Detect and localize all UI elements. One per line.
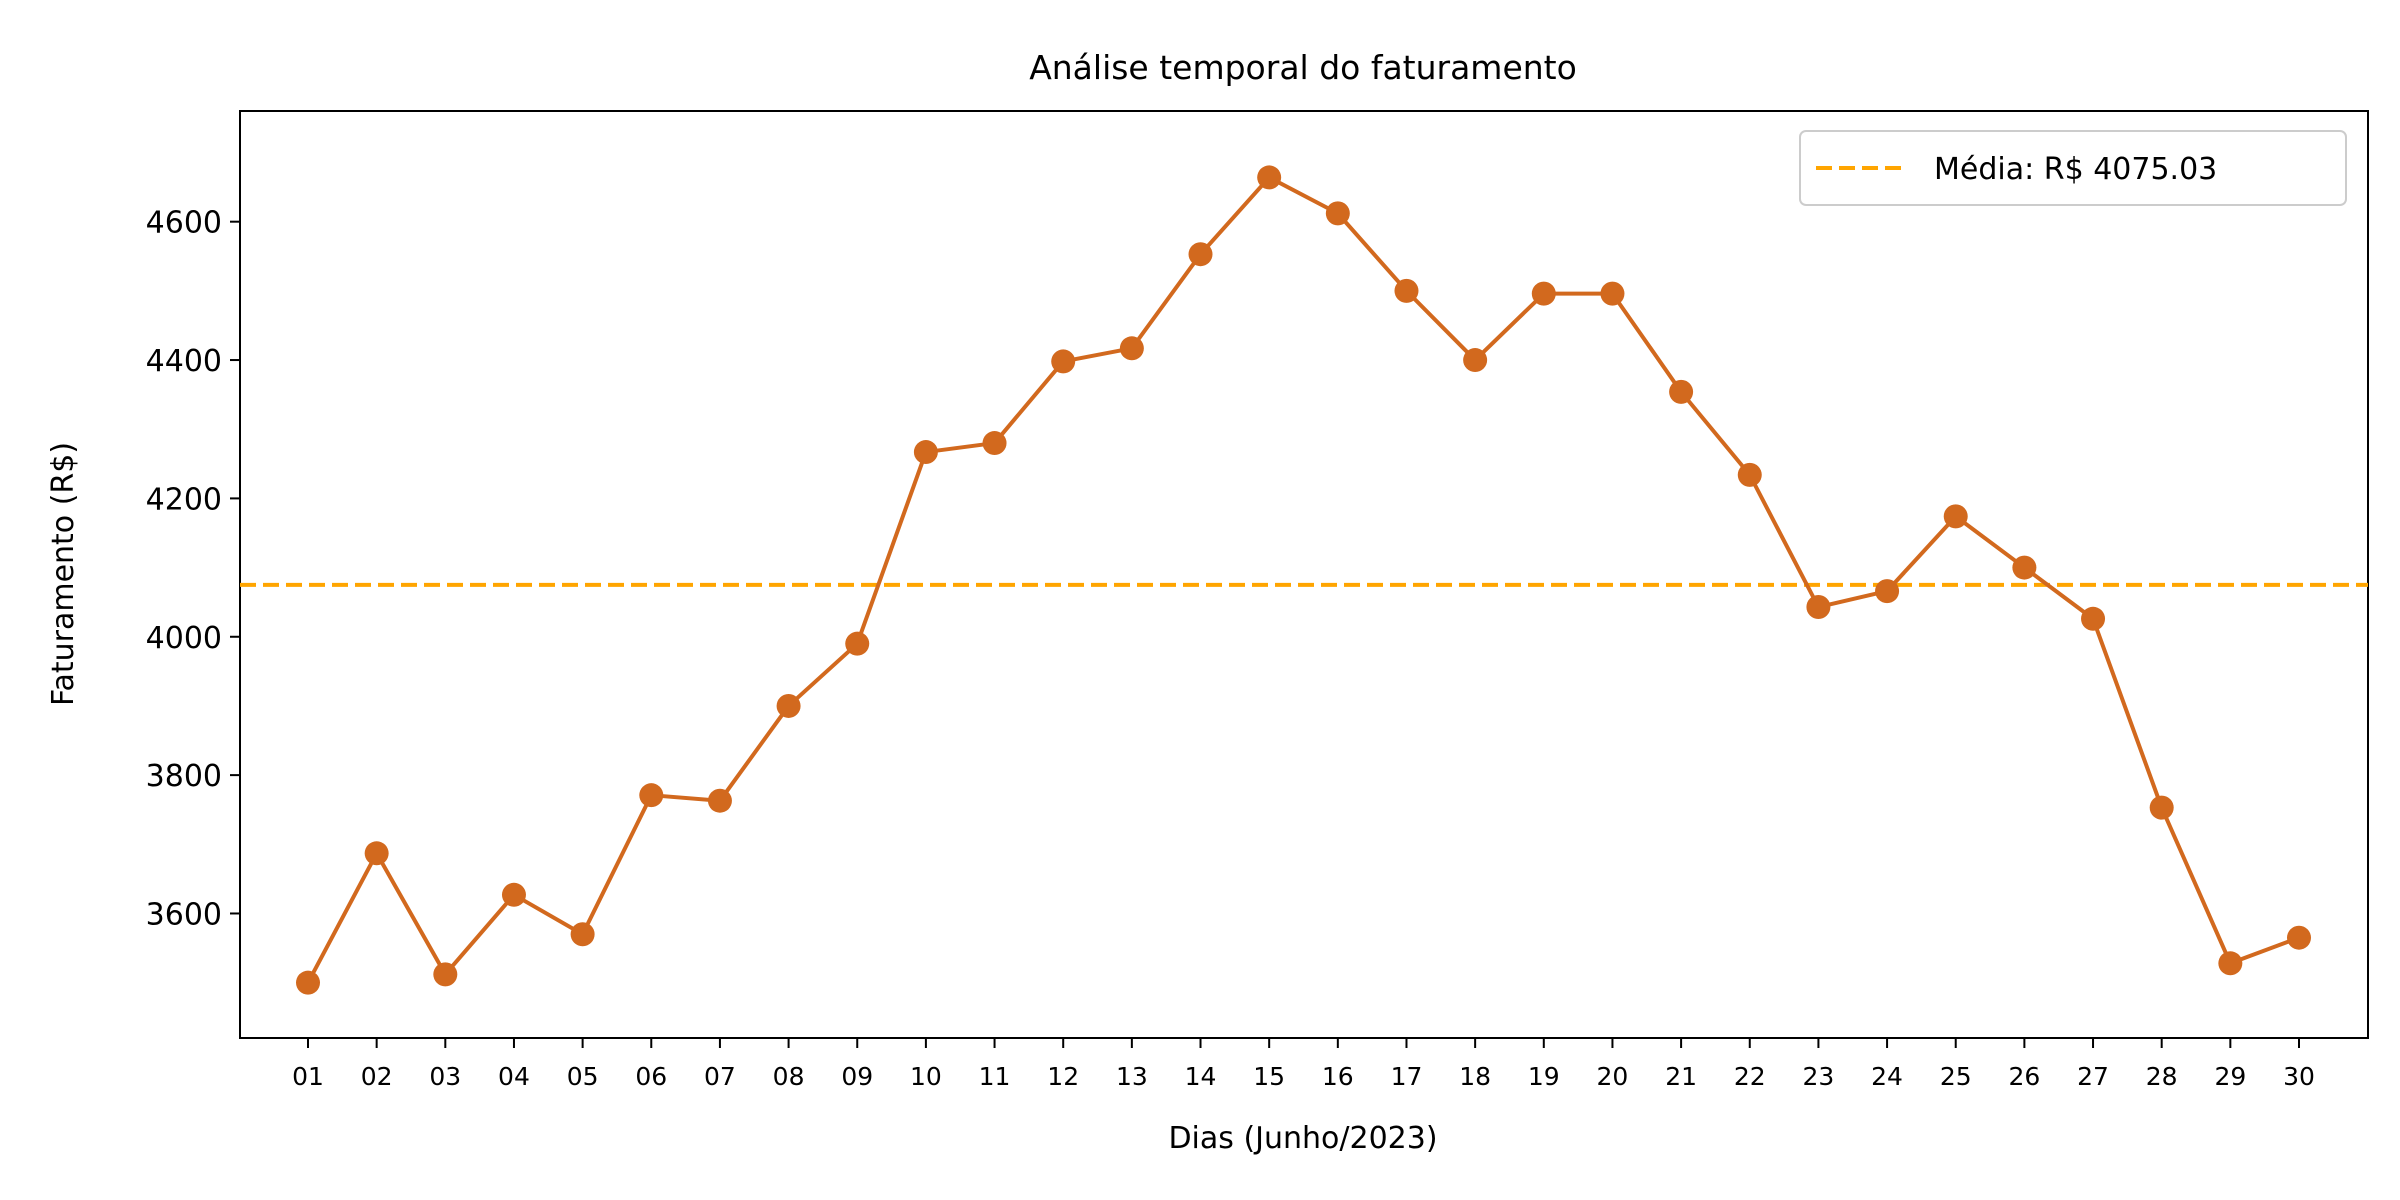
x-tick-label: 18 <box>1459 1062 1491 1091</box>
x-tick-label: 02 <box>361 1062 393 1091</box>
data-point <box>1463 348 1488 373</box>
data-point <box>1119 336 1144 361</box>
data-point <box>2218 951 2243 976</box>
y-tick-label: 3600 <box>146 897 222 932</box>
data-point <box>1737 462 1762 487</box>
x-tick-label: 30 <box>2283 1062 2315 1091</box>
data-point <box>845 631 870 656</box>
series-line <box>306 175 2300 984</box>
y-tick-label: 4200 <box>146 482 222 517</box>
y-axis-label: Faturamento (R$) <box>46 442 81 706</box>
data-point <box>570 922 595 947</box>
data-point <box>1875 579 1900 604</box>
x-tick-label: 21 <box>1665 1062 1697 1091</box>
data-point <box>2081 606 2106 631</box>
y-tick-label: 3800 <box>146 759 222 794</box>
x-tick-label: 26 <box>2008 1062 2040 1091</box>
data-point <box>1325 201 1350 226</box>
x-tick-label: 22 <box>1734 1062 1766 1091</box>
data-point <box>2287 925 2311 950</box>
x-tick-label: 17 <box>1391 1062 1423 1091</box>
chart-title: Análise temporal do faturamento <box>1029 48 1577 87</box>
x-tick-label: 12 <box>1047 1062 1079 1091</box>
data-point <box>982 431 1007 456</box>
data-point <box>639 783 664 808</box>
x-tick-label: 06 <box>635 1062 667 1091</box>
data-point <box>1669 379 1694 404</box>
x-tick-label: 05 <box>567 1062 599 1091</box>
x-tick-label: 16 <box>1322 1062 1354 1091</box>
data-point <box>1257 165 1282 190</box>
x-tick-label: 28 <box>2146 1062 2178 1091</box>
data-point <box>1600 281 1625 306</box>
x-tick-label: 07 <box>704 1062 736 1091</box>
data-point <box>2012 555 2037 580</box>
x-tick-label: 27 <box>2077 1062 2109 1091</box>
x-tick-label: 23 <box>1803 1062 1835 1091</box>
data-point <box>776 693 801 718</box>
x-tick-label: 11 <box>979 1062 1011 1091</box>
data-point <box>364 841 389 866</box>
data-point <box>1051 349 1076 374</box>
x-tick-label: 13 <box>1116 1062 1148 1091</box>
y-tick-label: 4000 <box>146 621 222 656</box>
x-tick-label: 29 <box>2214 1062 2246 1091</box>
plot-area <box>239 110 2369 1039</box>
data-point <box>1188 242 1213 267</box>
x-tick-label: 20 <box>1597 1062 1629 1091</box>
legend-box <box>1799 130 2347 206</box>
data-point <box>1943 504 1968 529</box>
legend-label: Média: R$ 4075.03 <box>1934 152 2217 187</box>
x-tick-label: 15 <box>1253 1062 1285 1091</box>
series-points <box>296 165 2311 995</box>
x-tick-label: 24 <box>1871 1062 1903 1091</box>
data-point <box>501 882 526 907</box>
x-tick-label: 08 <box>773 1062 805 1091</box>
data-point <box>296 970 320 995</box>
data-point <box>707 788 732 813</box>
data-point <box>1806 595 1831 620</box>
data-point <box>433 962 458 987</box>
y-axis-ticks: 3600 3800 4000 4200 4400 4600 <box>146 206 240 932</box>
x-axis-label: Dias (Junho/2023) <box>1168 1121 1437 1156</box>
data-point <box>1531 281 1556 306</box>
x-tick-label: 25 <box>1940 1062 1972 1091</box>
y-tick-label: 4600 <box>146 206 222 241</box>
x-tick-label: 01 <box>292 1062 324 1091</box>
data-point <box>2149 795 2174 820</box>
data-point <box>1394 278 1419 303</box>
x-axis-ticks: 01 02 03 04 05 06 07 08 09 10 11 12 13 14 15 16 17 18 19 20… <box>292 1038 2315 1091</box>
data-point <box>913 440 938 465</box>
x-tick-label: 09 <box>841 1062 873 1091</box>
x-tick-label: 19 <box>1528 1062 1560 1091</box>
y-tick-label: 4400 <box>146 344 222 379</box>
x-tick-label: 04 <box>498 1062 530 1091</box>
legend: Média: R$ 4075.03 <box>1799 130 2347 206</box>
x-tick-label: 03 <box>429 1062 461 1091</box>
x-tick-label: 10 <box>910 1062 942 1091</box>
x-tick-label: 14 <box>1185 1062 1217 1091</box>
